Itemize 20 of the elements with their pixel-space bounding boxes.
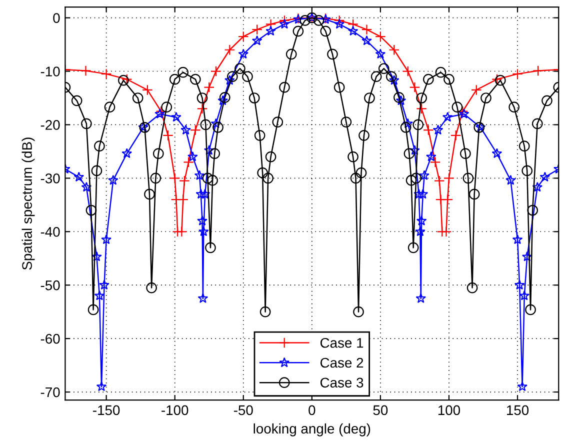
y-tick-label: -20	[40, 120, 60, 130]
x-tick-label: -150	[93, 405, 120, 416]
y-axis-title: Spatial spectrum (dB)	[22, 138, 35, 270]
x-tick-label: 50	[373, 405, 388, 416]
x-axis-title: looking angle (deg)	[254, 423, 370, 436]
y-tick-label: -60	[40, 334, 60, 344]
x-tick-label: 150	[506, 405, 529, 416]
x-tick-label: 0	[308, 405, 316, 416]
legend-label: Case 1	[320, 338, 364, 348]
x-tick-label: 100	[438, 405, 460, 416]
legend-label: Case 3	[320, 378, 364, 388]
y-tick-label: -30	[40, 174, 60, 184]
y-tick-label: -50	[40, 280, 60, 290]
y-tick-label: 0	[53, 13, 60, 23]
y-tick-label: -10	[40, 66, 60, 76]
y-tick-label: -70	[40, 387, 60, 398]
legend-label: Case 2	[320, 358, 364, 368]
x-tick-label: -100	[162, 405, 188, 416]
x-tick-label: -50	[234, 405, 253, 416]
y-tick-label: -40	[40, 226, 60, 237]
